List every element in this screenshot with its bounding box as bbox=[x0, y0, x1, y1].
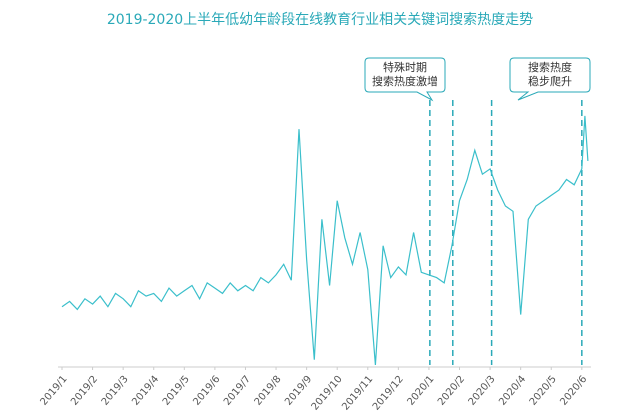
x-tick-label: 2019/8 bbox=[253, 374, 284, 408]
x-tick-label: 2019/7 bbox=[222, 374, 253, 408]
x-tick-label: 2020/3 bbox=[467, 374, 498, 408]
x-tick-label: 2020/1 bbox=[405, 374, 436, 408]
x-tick-label: 2020/2 bbox=[436, 374, 467, 408]
x-tick-label: 2019/2 bbox=[69, 374, 100, 408]
x-tick-label: 2019/9 bbox=[283, 374, 314, 408]
annotation: 稳步爬升 bbox=[528, 74, 572, 88]
x-tick-label: 2020/6 bbox=[558, 374, 589, 408]
callout-box bbox=[509, 57, 591, 101]
x-tick-label: 2019/3 bbox=[100, 374, 131, 408]
chart-title: 2019-2020上半年低幼年龄段在线教育行业相关关键词搜索热度走势 bbox=[107, 11, 533, 28]
line bbox=[61, 115, 589, 366]
x-tick-label: 2019/4 bbox=[130, 374, 161, 408]
annotation: 特殊时期 bbox=[383, 60, 427, 74]
callout-box bbox=[364, 57, 446, 102]
x-tick-label: 2020/4 bbox=[497, 374, 528, 408]
x-tick-label: 2019/11 bbox=[340, 374, 375, 413]
annotation: 搜索热度激增 bbox=[372, 74, 438, 88]
x-tick-label: 2019/10 bbox=[310, 374, 345, 413]
x-tick-label: 2019/12 bbox=[371, 374, 406, 413]
annotation: 搜索热度 bbox=[528, 60, 572, 74]
x-tick-label: 2019/5 bbox=[161, 374, 192, 408]
x-tick-label: 2019/1 bbox=[39, 374, 70, 408]
x-tick-label: 2020/5 bbox=[528, 374, 559, 408]
x-tick-label: 2019/6 bbox=[191, 374, 222, 408]
